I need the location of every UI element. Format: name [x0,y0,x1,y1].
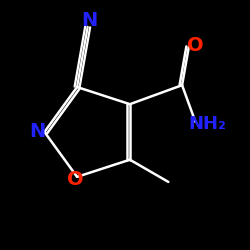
Text: NH₂: NH₂ [188,115,226,133]
Text: N: N [30,122,46,142]
Text: N: N [81,11,97,30]
Text: O: O [188,36,204,55]
Text: O: O [66,170,83,189]
